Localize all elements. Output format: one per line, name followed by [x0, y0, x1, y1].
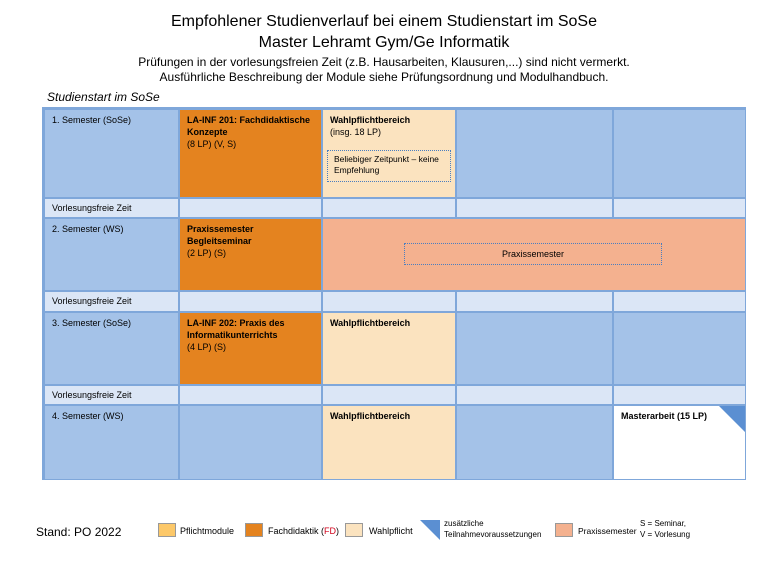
- praxis-swatch: [555, 523, 573, 537]
- study-plan-grid: 1. Semester (SoSe) LA-INF 201: Fachdidak…: [42, 107, 746, 480]
- prerequisite-corner-icon: [719, 406, 745, 432]
- fachdidaktik-label: Fachdidaktik (FD): [268, 526, 339, 536]
- module-wahlpflichtbereich-4[interactable]: Wahlpflichtbereich: [322, 405, 456, 480]
- row-label-free3: Vorlesungsfreie Zeit: [44, 385, 179, 405]
- empty-cell: [322, 385, 456, 405]
- module-title: Wahlpflichtbereich: [330, 411, 411, 421]
- abbrev-seminar: S = Seminar,: [640, 519, 687, 528]
- empty-cell: [179, 405, 322, 480]
- empty-cell: [456, 385, 613, 405]
- module-wahlpflichtbereich-1[interactable]: Wahlpflichtbereich (insg. 18 LP) Beliebi…: [322, 109, 456, 198]
- fd-abbrev: FD: [324, 526, 337, 536]
- empty-cell: [456, 109, 613, 198]
- module-praxissemester-begleitseminar[interactable]: Praxissemester Begleitseminar (2 LP) (S): [179, 218, 322, 291]
- po-version: Stand: PO 2022: [36, 525, 122, 539]
- module-note: Ausführliche Beschreibung der Module sie…: [159, 70, 609, 84]
- fachdidaktik-close: ): [336, 526, 340, 536]
- praxis-label: Praxissemester: [578, 526, 637, 536]
- row-label-free2: Vorlesungsfreie Zeit: [44, 291, 179, 312]
- row-label-sem1: 1. Semester (SoSe): [44, 109, 179, 198]
- page-title: Empfohlener Studienverlauf bei einem Stu…: [170, 13, 597, 30]
- module-credits: (insg. 18 LP): [330, 127, 382, 137]
- timing-note-box: Beliebiger Zeitpunkt – keine Empfehlung: [327, 150, 451, 182]
- module-credits: (2 LP) (S): [187, 248, 227, 258]
- empty-cell: [179, 291, 322, 312]
- fachdidaktik-swatch: [245, 523, 263, 537]
- empty-cell: [456, 312, 613, 385]
- legend: Stand: PO 2022 Pflichtmodule Fachdidakti…: [0, 517, 768, 557]
- section-label: Studienstart im SoSe: [47, 90, 160, 104]
- empty-cell: [179, 385, 322, 405]
- prerequisite-triangle-icon: [420, 520, 440, 540]
- row-label-sem2: 2. Semester (WS): [44, 218, 179, 291]
- empty-cell: [456, 198, 613, 218]
- module-masterarbeit[interactable]: Masterarbeit (15 LP): [613, 405, 746, 480]
- page-subtitle: Master Lehramt Gym/Ge Informatik: [258, 34, 510, 51]
- module-title: Wahlpflichtbereich: [330, 115, 411, 125]
- pflicht-label: Pflichtmodule: [180, 526, 235, 536]
- empty-cell: [456, 291, 613, 312]
- wahlpflicht-label: Wahlpflicht: [369, 526, 413, 536]
- row-label-free1: Vorlesungsfreie Zeit: [44, 198, 179, 218]
- module-title: Masterarbeit (15 LP): [621, 411, 708, 421]
- module-la-inf-202[interactable]: LA-INF 202: Praxis des Informatikunterri…: [179, 312, 322, 385]
- empty-cell: [613, 109, 746, 198]
- wahlpflicht-swatch: [345, 523, 363, 537]
- empty-cell: [613, 198, 746, 218]
- praxissemester-label: Praxissemester: [404, 243, 662, 265]
- module-la-inf-201[interactable]: LA-INF 201: Fachdidaktische Konzepte (8 …: [179, 109, 322, 198]
- module-title: Praxissemester Begleitseminar: [187, 224, 254, 246]
- abbrev-vorlesung: V = Vorlesung: [640, 530, 691, 539]
- prerequisite-label-line2: Teilnahmevoraussetzungen: [444, 530, 542, 539]
- pflicht-swatch: [158, 523, 176, 537]
- module-title: Wahlpflichtbereich: [330, 318, 411, 328]
- row-label-sem4: 4. Semester (WS): [44, 405, 179, 480]
- empty-cell: [456, 405, 613, 480]
- praxissemester-block[interactable]: Praxissemester: [322, 218, 746, 291]
- empty-cell: [613, 385, 746, 405]
- module-title: LA-INF 201: Fachdidaktische Konzepte: [187, 115, 311, 137]
- prerequisite-label-line1: zusätzliche: [444, 519, 484, 528]
- fachdidaktik-text: Fachdidaktik (: [268, 526, 325, 536]
- module-title: LA-INF 202: Praxis des Informatikunterri…: [187, 318, 285, 340]
- empty-cell: [613, 312, 746, 385]
- module-wahlpflichtbereich-3[interactable]: Wahlpflichtbereich: [322, 312, 456, 385]
- exam-note: Prüfungen in der vorlesungsfreien Zeit (…: [138, 55, 630, 69]
- module-credits: (8 LP) (V, S): [187, 139, 237, 149]
- empty-cell: [613, 291, 746, 312]
- module-credits: (4 LP) (S): [187, 342, 227, 352]
- empty-cell: [179, 198, 322, 218]
- row-label-sem3: 3. Semester (SoSe): [44, 312, 179, 385]
- empty-cell: [322, 198, 456, 218]
- empty-cell: [322, 291, 456, 312]
